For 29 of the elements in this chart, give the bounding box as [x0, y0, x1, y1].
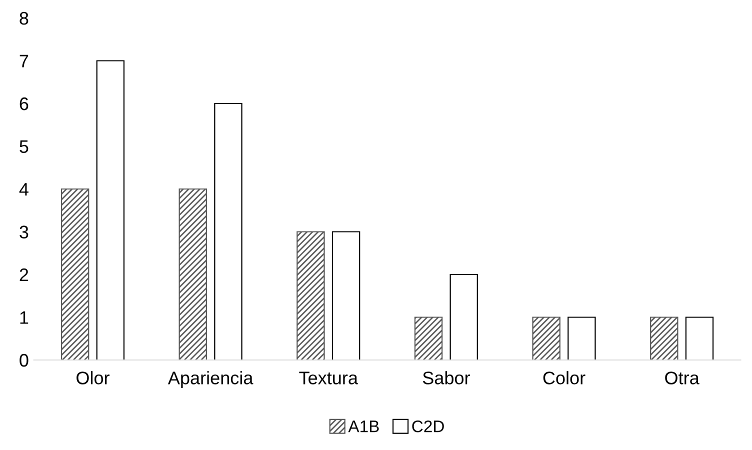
bar — [96, 60, 125, 360]
bar — [650, 316, 678, 360]
y-tick-label: 1 — [20, 311, 28, 324]
bar — [414, 316, 443, 360]
y-tick-label: 0 — [20, 354, 28, 367]
x-tick-label: Olor — [76, 371, 110, 384]
bar — [450, 274, 478, 360]
bar — [178, 188, 207, 360]
y-tick-label: 8 — [20, 12, 28, 25]
bar — [685, 316, 714, 360]
y-tick-label: 4 — [19, 183, 28, 196]
bar — [60, 188, 90, 360]
bar — [296, 231, 325, 360]
y-tick-label: 2 — [20, 268, 28, 282]
bar — [214, 102, 242, 360]
y-tick-label: 5 — [20, 140, 28, 153]
bar — [568, 316, 596, 360]
legend-label: C2D — [412, 420, 444, 432]
x-tick-label: Textura — [299, 372, 358, 384]
y-tick-label: 3 — [20, 226, 28, 238]
x-tick-label: Otra — [665, 372, 700, 384]
y-tick-label: 6 — [20, 97, 28, 110]
legend-label: A1B — [348, 420, 379, 432]
bar — [532, 316, 560, 360]
x-tick-label: Color — [543, 371, 586, 384]
x-tick-label: Sabor — [422, 371, 470, 384]
x-tick-label: Apariencia — [168, 371, 254, 388]
y-tick-label: 7 — [20, 54, 28, 68]
bar — [332, 231, 360, 360]
